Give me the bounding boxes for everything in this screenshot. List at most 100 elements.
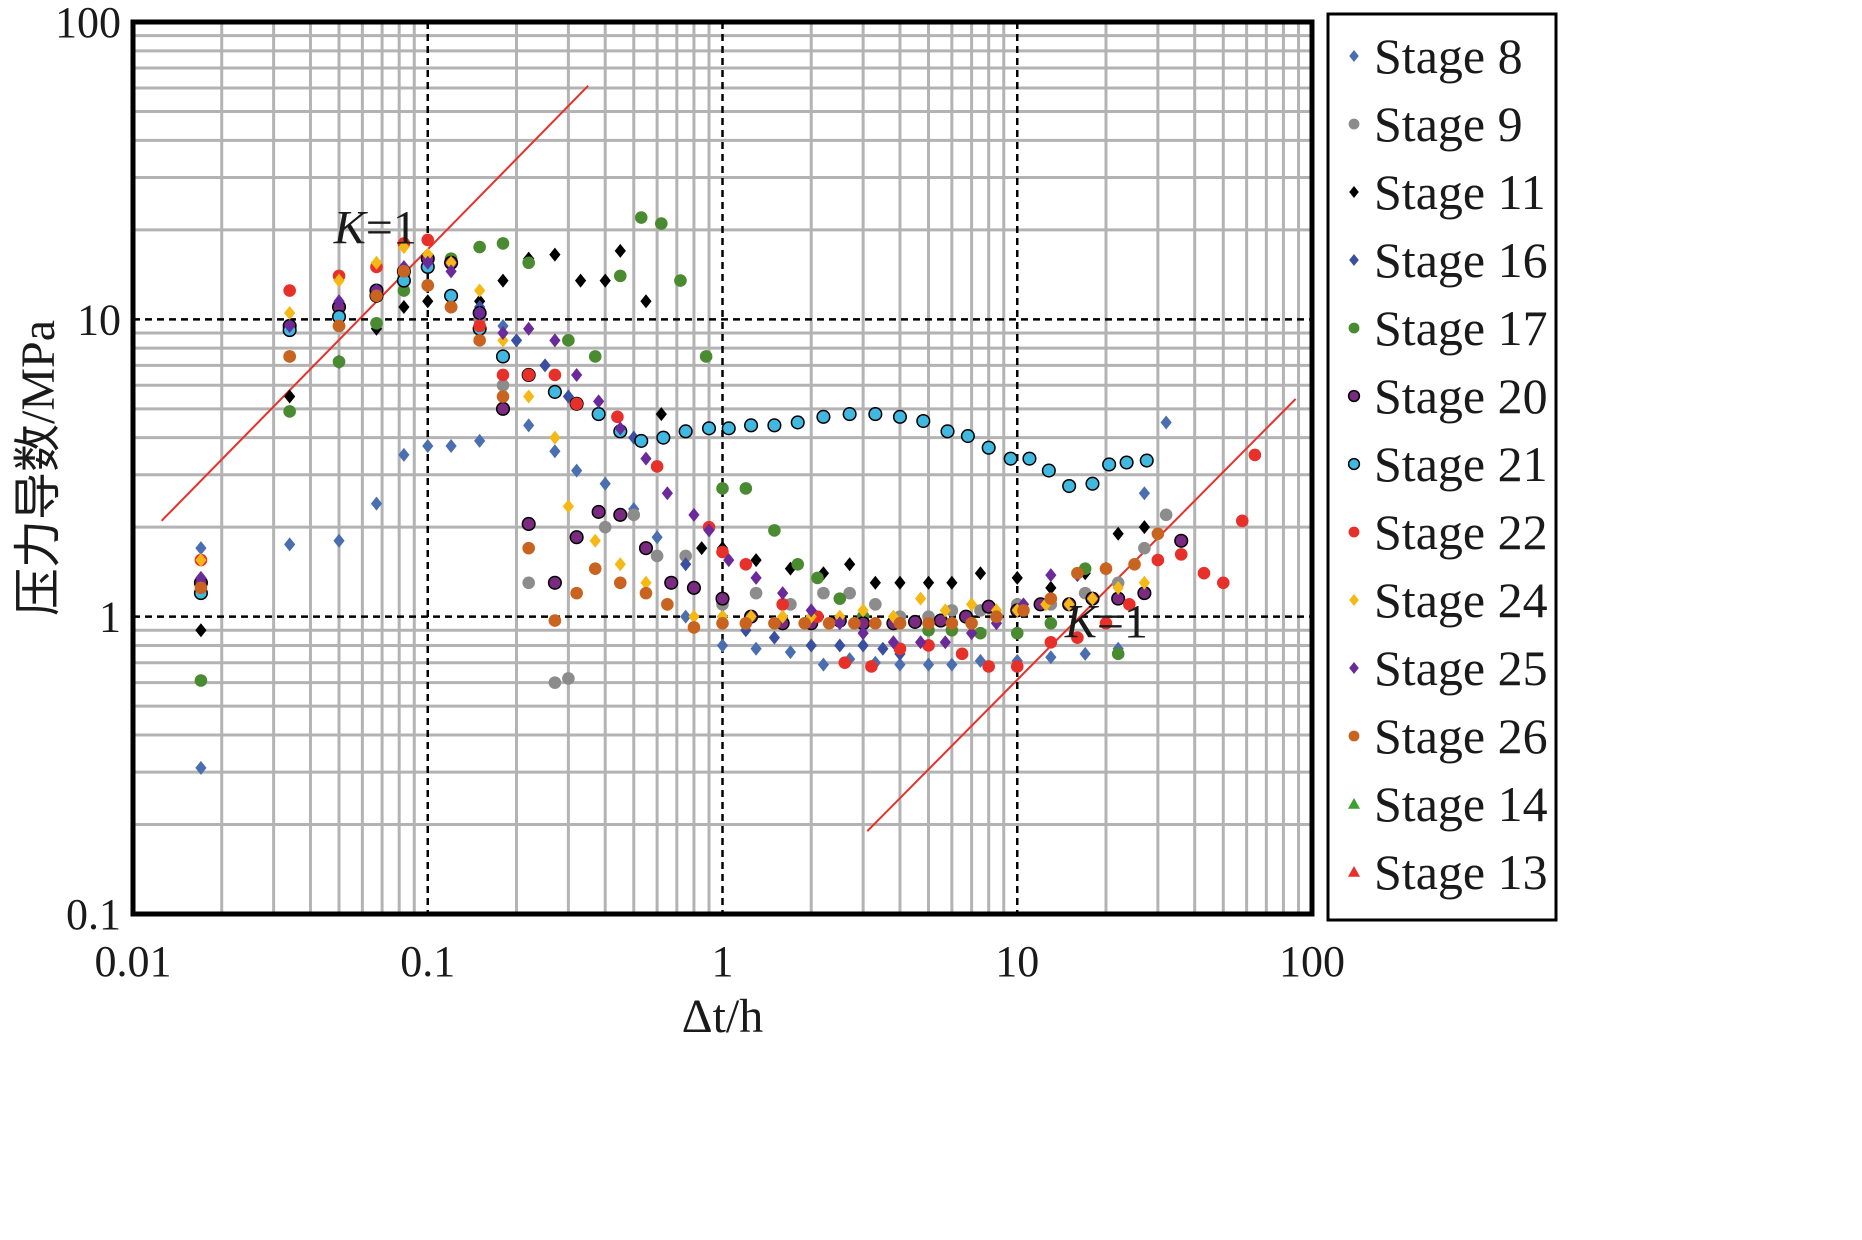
data-point	[547, 575, 562, 590]
data-point	[1160, 415, 1172, 430]
data-point	[1119, 455, 1134, 470]
data-point	[1062, 478, 1077, 494]
data-point	[701, 421, 717, 436]
data-point	[1138, 520, 1150, 535]
data-point	[768, 630, 781, 645]
data-point	[614, 421, 626, 436]
data-point	[974, 626, 987, 640]
data-point	[521, 516, 536, 532]
data-point	[444, 288, 459, 303]
data-point	[333, 294, 345, 309]
data-point	[715, 591, 730, 606]
x-tick-label: 0.1	[400, 937, 455, 986]
data-point	[638, 541, 654, 556]
data-point	[1045, 580, 1057, 595]
data-point	[688, 609, 700, 624]
data-point	[588, 350, 602, 363]
data-point	[398, 240, 410, 255]
legend-entry-label: Stage 14	[1374, 776, 1548, 832]
data-point	[811, 571, 824, 585]
data-point	[598, 520, 612, 534]
data-point	[651, 530, 663, 545]
data-point	[588, 562, 602, 575]
data-point	[656, 430, 671, 445]
data-point	[333, 533, 345, 548]
data-point	[1045, 568, 1057, 583]
data-point	[548, 368, 562, 382]
data-point	[1174, 533, 1189, 548]
data-point	[613, 576, 627, 590]
data-point	[1010, 626, 1024, 640]
data-point	[474, 433, 486, 448]
data-point	[869, 598, 882, 611]
data-point	[283, 284, 296, 297]
data-point	[650, 460, 664, 473]
y-tick-label: 1	[99, 593, 121, 642]
legend-entry-label: Stage 13	[1374, 844, 1548, 900]
data-point	[965, 597, 978, 612]
data-point	[869, 616, 882, 630]
data-point	[571, 367, 583, 382]
data-point	[922, 575, 935, 590]
data-point	[496, 390, 510, 403]
data-point	[857, 638, 869, 653]
data-point	[784, 561, 797, 576]
data-point	[1138, 486, 1150, 501]
k-annotation: K=1	[1064, 596, 1148, 649]
data-point	[1138, 541, 1151, 555]
legend-marker	[1347, 457, 1361, 471]
data-point	[640, 451, 652, 466]
data-point	[549, 430, 561, 445]
legend-marker	[1348, 118, 1360, 130]
data-point	[522, 541, 535, 555]
data-point	[562, 672, 575, 685]
data-point	[680, 557, 692, 572]
data-point	[640, 575, 652, 590]
reference-line-2	[866, 398, 1297, 832]
data-point	[749, 586, 763, 600]
data-point	[370, 289, 383, 303]
legend-entry-label: Stage 25	[1374, 640, 1548, 696]
data-point	[960, 429, 975, 444]
data-point	[946, 657, 958, 672]
x-tick-label: 100	[1279, 937, 1345, 986]
data-point	[716, 638, 729, 653]
data-point	[523, 418, 535, 433]
data-point	[571, 463, 583, 478]
data-point	[965, 616, 978, 630]
data-point	[547, 384, 562, 399]
data-point	[473, 240, 486, 254]
data-point	[473, 334, 486, 347]
data-point	[333, 273, 345, 288]
reference-line-1	[160, 85, 589, 522]
data-point	[990, 610, 1003, 623]
data-point	[639, 586, 653, 600]
data-point	[776, 598, 789, 611]
data-point	[562, 389, 574, 404]
data-point	[370, 316, 383, 330]
data-point	[915, 591, 927, 606]
legend-marker	[1348, 798, 1360, 809]
data-point	[1079, 646, 1091, 661]
data-point	[589, 533, 601, 548]
data-point	[843, 586, 856, 600]
data-point	[422, 294, 434, 309]
data-point	[655, 407, 667, 422]
data-point	[1112, 526, 1124, 541]
data-point	[614, 243, 626, 258]
data-point	[496, 237, 510, 250]
data-point	[784, 645, 797, 660]
data-point	[1085, 476, 1100, 491]
data-point	[332, 355, 346, 369]
data-point	[522, 256, 535, 270]
legend-marker	[1349, 186, 1359, 198]
data-point	[833, 592, 847, 605]
data-point	[1040, 597, 1052, 612]
data-point	[574, 273, 587, 288]
data-point	[817, 657, 830, 672]
data-point	[894, 575, 906, 590]
data-point	[844, 557, 856, 572]
legend-entry-label: Stage 8	[1374, 28, 1523, 84]
